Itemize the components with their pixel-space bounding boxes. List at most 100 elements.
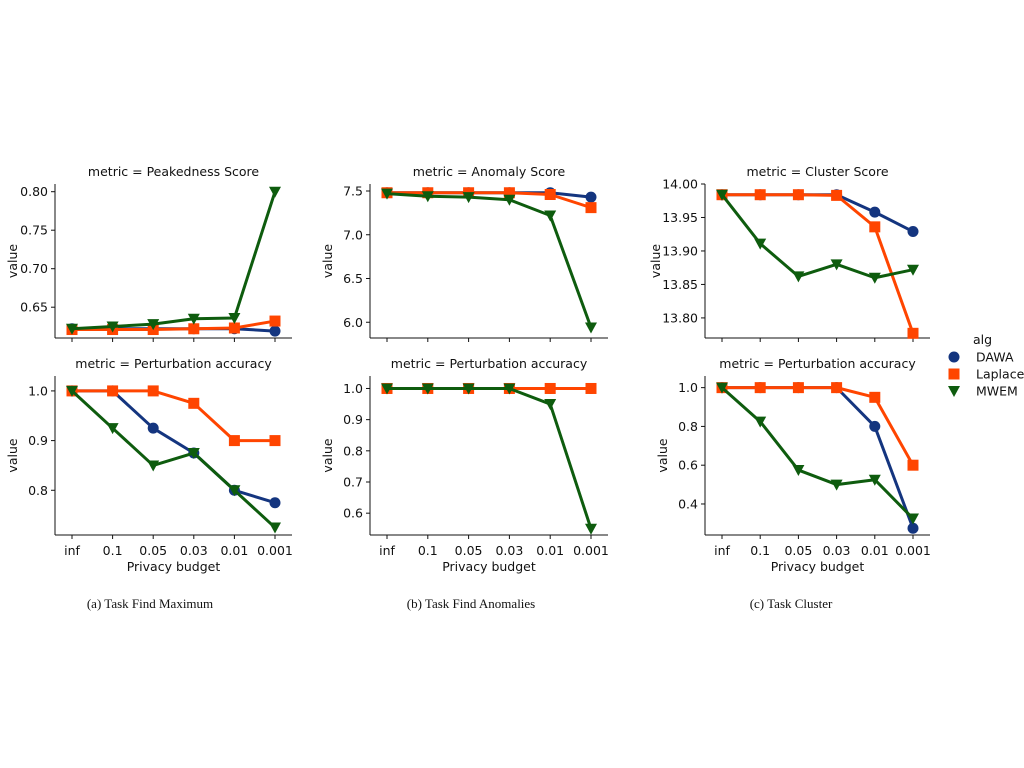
legend-label: DAWA <box>976 350 1014 365</box>
series-mwem <box>716 382 919 525</box>
data-point <box>462 192 475 204</box>
data-point <box>107 385 119 397</box>
y-tick-label: 0.9 <box>28 433 48 448</box>
series-line <box>722 386 915 529</box>
y-tick-label: 0.6 <box>678 458 698 473</box>
x-axis-label: Privacy budget <box>127 559 221 574</box>
series-dawa <box>66 385 281 509</box>
x-tick-label: inf <box>64 543 80 558</box>
series-laplace <box>716 189 919 339</box>
x-tick-label: 0.1 <box>750 543 770 558</box>
y-tick-label: 7.0 <box>343 227 363 242</box>
y-tick-label: 14.00 <box>662 177 698 192</box>
chart-panel-3: metric = Cluster Score 13.80 13.85 13.90 13.… <box>648 164 930 342</box>
caption-b: (b) Task Find Anomalies <box>406 596 536 611</box>
legend-marker <box>948 368 960 380</box>
chart-panel-6: metric = Perturbation accuracy 0.4 0.6 0.8 1… <box>655 356 931 574</box>
data-point <box>907 264 919 276</box>
series-line <box>722 193 914 233</box>
data-point <box>147 422 159 434</box>
y-tick-label: 13.95 <box>662 210 698 225</box>
data-point <box>381 383 393 395</box>
series-line <box>722 386 915 466</box>
x-tick-label: 0.05 <box>455 543 483 558</box>
data-point <box>269 435 281 447</box>
data-point <box>792 189 804 201</box>
data-point <box>585 202 597 214</box>
data-point <box>907 226 919 238</box>
x-tick-label: 0.001 <box>257 543 293 558</box>
data-point <box>421 191 434 203</box>
x-tick-label: inf <box>714 543 730 558</box>
y-tick-label: 13.90 <box>662 243 698 258</box>
series-line <box>386 192 593 329</box>
series-mwem <box>66 385 281 534</box>
data-point <box>585 191 597 203</box>
data-point <box>503 383 516 395</box>
data-point <box>503 194 516 206</box>
x-tick-label: 0.05 <box>784 543 812 558</box>
series-line <box>70 389 277 529</box>
data-point <box>187 313 200 325</box>
data-point <box>544 382 556 394</box>
data-point <box>792 465 805 477</box>
series-laplace <box>716 382 919 471</box>
x-tick-label: inf <box>379 543 395 558</box>
y-tick-label: 1.0 <box>343 381 363 396</box>
y-tick-label: 1.0 <box>28 383 48 398</box>
x-axis-label: Privacy budget <box>442 559 536 574</box>
data-point <box>269 325 281 337</box>
data-point <box>381 188 393 200</box>
y-axis-label: value <box>320 244 335 278</box>
data-point <box>585 523 597 535</box>
data-point <box>228 322 240 334</box>
data-point <box>868 474 881 486</box>
y-tick-label: 0.65 <box>20 300 48 315</box>
y-tick-label: 7.5 <box>343 184 363 199</box>
data-point <box>187 448 200 460</box>
data-point <box>869 206 881 218</box>
y-tick-label: 0.4 <box>678 496 698 511</box>
y-axis-label: value <box>5 244 20 278</box>
data-point <box>462 383 475 395</box>
series-line <box>722 193 915 334</box>
data-point <box>269 497 281 509</box>
data-point <box>544 189 556 200</box>
y-axis-label: value <box>648 244 663 278</box>
data-point <box>869 391 881 403</box>
x-tick-label: 0.03 <box>823 543 851 558</box>
x-tick-label: 0.1 <box>103 543 123 558</box>
data-point <box>147 319 160 331</box>
panel-title: metric = Cluster Score <box>746 164 888 179</box>
data-point <box>66 385 78 397</box>
data-point <box>716 382 728 394</box>
y-tick-label: 0.80 <box>20 184 48 199</box>
legend-title: alg <box>973 332 992 347</box>
y-tick-label: 0.8 <box>678 419 698 434</box>
series-line <box>387 386 593 530</box>
data-point <box>188 323 200 335</box>
data-point <box>66 323 78 335</box>
data-point <box>869 420 881 432</box>
y-tick-label: 0.9 <box>343 412 363 427</box>
panel-title: metric = Anomaly Score <box>413 164 566 179</box>
series-laplace <box>66 315 281 336</box>
data-point <box>228 312 241 324</box>
data-point <box>421 383 434 395</box>
panel-title: metric = Peakedness Score <box>88 164 259 179</box>
legend-entry-dawa: DAWA <box>948 350 1014 365</box>
y-tick-label: 0.75 <box>20 223 48 238</box>
x-tick-label: 0.1 <box>418 543 438 558</box>
y-tick-label: 0.8 <box>28 483 48 498</box>
legend-label: Laplace <box>976 367 1024 382</box>
data-point <box>269 522 281 534</box>
series-line <box>387 191 592 210</box>
data-point <box>228 485 241 497</box>
data-point <box>907 327 919 339</box>
caption-c: (c) Task Cluster <box>749 596 833 611</box>
data-point <box>585 382 597 394</box>
series-laplace <box>381 187 597 214</box>
panel-title: metric = Perturbation accuracy <box>75 356 272 371</box>
data-point <box>868 272 881 284</box>
series-mwem <box>66 186 281 335</box>
